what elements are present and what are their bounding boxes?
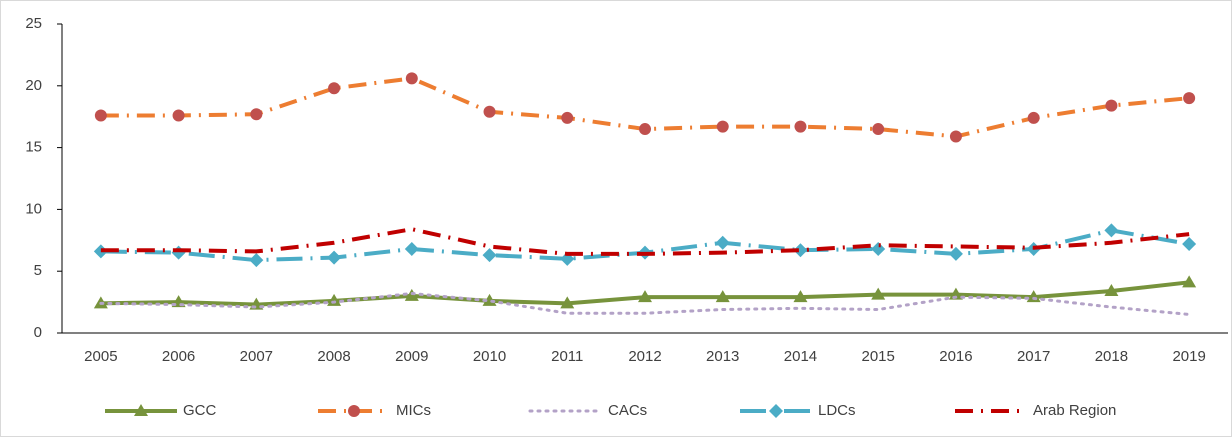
legend-marker xyxy=(134,404,148,416)
x-tick-label: 2012 xyxy=(628,348,661,365)
point-marker xyxy=(716,120,729,133)
y-tick-label: 15 xyxy=(25,139,42,156)
x-tick-label: 2007 xyxy=(240,348,273,365)
legend-label: MICs xyxy=(396,402,431,419)
point-marker xyxy=(638,290,652,303)
point-marker xyxy=(327,250,342,265)
point-marker xyxy=(871,241,886,256)
point-marker xyxy=(172,109,185,122)
point-marker xyxy=(949,130,962,143)
x-tick-label: 2006 xyxy=(162,348,195,365)
point-marker xyxy=(561,111,574,124)
series-line xyxy=(99,291,1191,316)
legend-label: CACs xyxy=(608,402,647,419)
x-tick-label: 2010 xyxy=(473,348,506,365)
point-marker xyxy=(639,123,651,136)
point-marker xyxy=(948,246,963,261)
point-marker xyxy=(1183,92,1196,105)
point-marker xyxy=(1027,111,1040,124)
x-tick-label: 2013 xyxy=(706,348,739,365)
point-marker xyxy=(405,72,418,85)
point-marker xyxy=(94,109,107,122)
point-marker xyxy=(1182,275,1197,288)
point-marker xyxy=(482,248,497,263)
legend-marker xyxy=(348,405,360,417)
point-marker xyxy=(793,290,808,303)
series-line xyxy=(100,227,1190,256)
point-marker xyxy=(872,123,885,136)
y-tick-label: 25 xyxy=(25,15,42,32)
x-tick-label: 2005 xyxy=(84,348,117,365)
point-marker xyxy=(793,243,808,258)
legend-label: LDCs xyxy=(818,402,856,419)
point-marker xyxy=(1182,237,1197,252)
point-marker xyxy=(327,293,342,306)
x-tick-label: 2011 xyxy=(551,348,583,365)
point-marker xyxy=(715,235,730,250)
x-tick-label: 2017 xyxy=(1017,348,1050,365)
point-marker xyxy=(560,296,575,309)
x-tick-label: 2014 xyxy=(784,348,817,365)
y-tick-label: 0 xyxy=(34,324,42,341)
point-marker xyxy=(250,108,263,121)
point-marker xyxy=(871,287,886,300)
point-marker xyxy=(794,120,807,133)
legend-label: GCC xyxy=(183,402,217,419)
point-marker xyxy=(715,290,730,303)
point-marker xyxy=(1104,223,1119,238)
point-marker xyxy=(328,82,341,95)
legend-label: Arab Region xyxy=(1033,402,1116,419)
point-marker xyxy=(948,287,963,300)
point-marker xyxy=(404,241,419,256)
x-tick-label: 2019 xyxy=(1172,348,1205,365)
x-tick-label: 2018 xyxy=(1095,348,1128,365)
point-marker xyxy=(483,105,496,118)
point-marker xyxy=(1026,290,1041,303)
x-tick-label: 2016 xyxy=(939,348,972,365)
x-tick-label: 2008 xyxy=(317,348,350,365)
point-marker xyxy=(1105,99,1118,112)
point-marker xyxy=(1104,283,1119,296)
y-tick-label: 20 xyxy=(25,77,42,94)
y-tick-label: 5 xyxy=(34,262,42,279)
point-marker xyxy=(249,253,264,268)
legend-marker xyxy=(769,404,783,418)
y-tick-label: 10 xyxy=(25,200,42,217)
x-tick-label: 2015 xyxy=(862,348,895,365)
x-tick-label: 2009 xyxy=(395,348,428,365)
